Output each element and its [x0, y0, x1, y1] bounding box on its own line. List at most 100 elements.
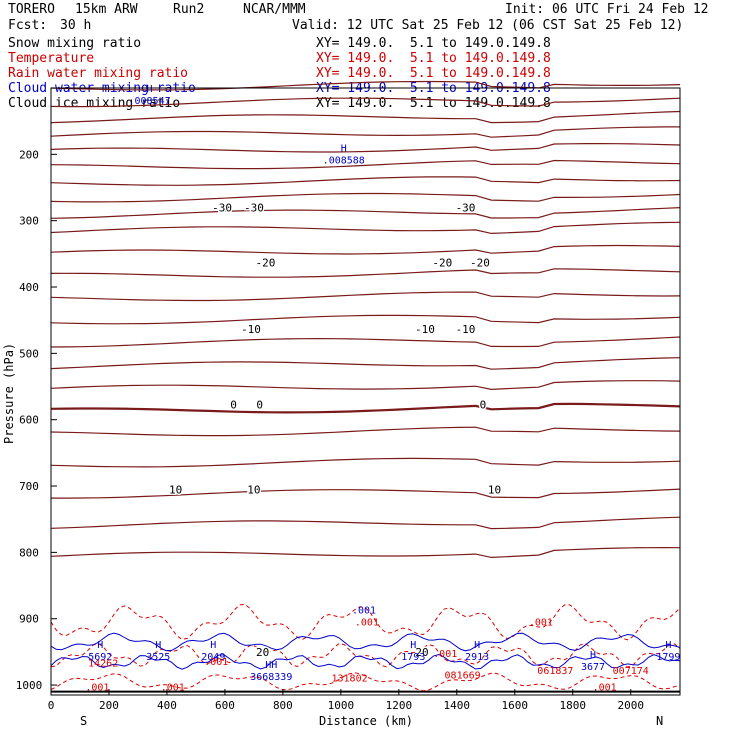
temperature-contour: [50, 291, 681, 302]
temperature-contour: [50, 159, 681, 170]
temperature-contour-label: -20: [470, 256, 490, 269]
temperature-contour-label: 0: [480, 398, 487, 411]
rain-contour: [50, 603, 681, 641]
rain-contour-label: .001: [433, 649, 457, 660]
extremum-value: 3525: [146, 652, 170, 663]
rain-contour-label: .001: [593, 682, 617, 693]
organization: NCAR/MMM: [243, 2, 306, 17]
legend-cloud-water: Cloud water mixing ratio: [8, 81, 196, 96]
resolution: 15km ARW: [75, 2, 138, 17]
y-tick-label: 500: [19, 347, 39, 360]
y-tick-label: 200: [19, 148, 39, 161]
extremum-marker: H: [97, 640, 103, 651]
extremum-marker: H: [410, 640, 416, 651]
x-tick-label: 0: [48, 699, 55, 712]
rain-contour-label: .001: [355, 617, 379, 628]
y-tick-label: 800: [19, 546, 39, 559]
y-tick-label: 900: [19, 613, 39, 626]
extremum-value: 3668339: [250, 672, 292, 683]
cloud-water-contour: [50, 632, 681, 652]
valid-time: Valid: 12 UTC Sat 25 Feb 12 (06 CST Sat …: [292, 18, 684, 33]
rain-contour: [50, 642, 681, 668]
temperature-contour-label: 20: [256, 646, 269, 659]
y-tick-label: 600: [19, 414, 39, 427]
temperature-contour-label: -30: [456, 201, 476, 214]
south-label: S: [80, 714, 87, 728]
x-tick-label: 600: [215, 699, 235, 712]
legend-temperature-xy: XY= 149.0. 5.1 to 149.0.149.8: [316, 51, 551, 66]
x-tick-label: 1800: [560, 699, 587, 712]
temperature-contour: [50, 126, 680, 138]
extremum-value: 1793: [401, 652, 425, 663]
extremum-marker: H: [155, 640, 161, 651]
legend-snow: Snow mixing ratio: [8, 36, 142, 51]
legend-cloud-ice: Cloud ice mixing ratio: [8, 96, 181, 111]
x-axis-title: Distance (km): [319, 714, 413, 728]
temperature-contour: [50, 143, 681, 153]
extremum-value: 1799: [656, 652, 680, 663]
x-tick-label: 400: [157, 699, 177, 712]
temperature-contour: [50, 268, 681, 278]
extremum-marker: H: [210, 640, 216, 651]
temperature-contour-label: -20: [256, 256, 276, 269]
temperature-contour: [50, 357, 681, 370]
rain-contour-label: 007174: [613, 666, 649, 677]
extremum-marker: H: [590, 650, 596, 661]
temperature-contour-label: -30: [244, 201, 264, 214]
temperature-contour-label: -10: [415, 323, 435, 336]
y-tick-label: 400: [19, 281, 39, 294]
rain-contour-label: 081669: [445, 670, 481, 681]
x-tick-label: 200: [99, 699, 119, 712]
extremum-value: 5692: [88, 652, 112, 663]
x-tick-label: 2000: [617, 699, 644, 712]
init-time: Init: 06 UTC Fri 24 Feb 12: [505, 2, 709, 17]
run-name: Run2: [173, 2, 205, 17]
temperature-contour: [50, 110, 681, 124]
legend-snow-xy: XY= 149.0. 5.1 to 149.0.149.8: [316, 36, 551, 51]
extremum-value: 2913: [465, 652, 489, 663]
temperature-contour-label: -30: [212, 201, 232, 214]
temperature-contour-label: 0: [256, 398, 263, 411]
temperature-contour-label: 10: [247, 483, 260, 496]
temperature-contour: [50, 176, 681, 186]
x-tick-label: 1400: [444, 699, 471, 712]
x-tick-label: 1200: [386, 699, 413, 712]
legend-cloud-ice-xy: XY= 149.0. 5.1 to 149.0.149.8: [316, 96, 551, 111]
temperature-contour: [50, 457, 681, 468]
y-tick-label: 300: [19, 215, 39, 228]
rain-contour-label: .001: [161, 682, 185, 693]
extremum-marker: H: [474, 640, 480, 651]
temperature-contour: [50, 402, 681, 414]
temperature-contour-label: 10: [169, 483, 182, 496]
legend-cloud-water-xy: XY= 149.0. 5.1 to 149.0.149.8: [316, 81, 551, 96]
legend-temperature: Temperature: [8, 51, 95, 66]
north-label: N: [656, 714, 663, 728]
rain-contour-label: 131802: [331, 674, 367, 685]
temperature-contour: [50, 192, 681, 203]
rain-contour-label: .001: [529, 617, 553, 628]
extremum-marker: H: [665, 640, 671, 651]
y-tick-label: 1000: [16, 679, 43, 692]
temperature-contour: [50, 336, 681, 348]
rain-contour-label: 14262: [88, 658, 118, 669]
x-tick-label: 1000: [328, 699, 355, 712]
temperature-contour-label: -20: [432, 256, 452, 269]
rain-contour-label: .001: [204, 657, 228, 668]
temperature-contour-label: 20: [415, 646, 428, 659]
temperature-contour: [50, 221, 681, 235]
extremum-value: .008588: [323, 156, 365, 167]
temperature-contour: [50, 546, 681, 559]
extremum-marker: HH: [265, 660, 277, 671]
temperature-contour-label: 10: [488, 483, 501, 496]
x-tick-label: 800: [273, 699, 293, 712]
rain-contour: [50, 672, 681, 692]
cloud-water-contour: [50, 653, 681, 670]
temperature-contour: [50, 516, 681, 530]
rain-contour-label: .001: [85, 682, 109, 693]
temperature-contour: [50, 314, 681, 325]
temperature-contour: [51, 488, 681, 499]
extremum-marker: H: [341, 144, 347, 155]
temperature-contour: [50, 426, 681, 437]
temperature-contour: [50, 207, 681, 219]
